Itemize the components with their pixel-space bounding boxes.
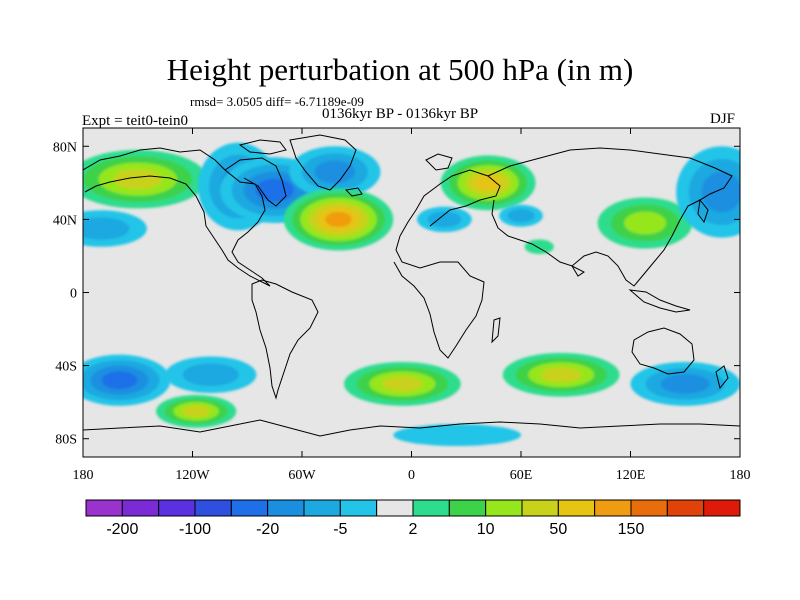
colorbar-label-1: -100 [179,521,211,538]
colorbar-box-16 [666,499,705,517]
x-tick-label-4: 60E [510,468,533,483]
anomaly-cell-16 [502,352,620,397]
anomaly-cell-5-band-5 [474,175,502,191]
x-tick-label-2: 60W [288,468,316,483]
anomaly-cell-17 [630,361,740,406]
y-tick-label-0: 80N [53,140,77,155]
colorbar-label-2: -20 [256,521,279,538]
colorbar-label-4: 2 [409,521,418,538]
anomaly-cell-0-band-4 [113,169,162,190]
coastlines [83,134,740,437]
anomaly-cell-4-band-6 [325,211,352,227]
colorbar-box-2 [158,499,196,517]
colorbar-label-3: -5 [333,521,347,538]
anomaly-cell-15 [343,361,461,406]
anomaly-cell-9-band-3 [624,211,667,235]
colorbar-label-0: -200 [106,521,138,538]
anomaly-cell-6-band-2 [427,211,462,228]
y-tick-label-3: 40S [55,360,77,375]
anomaly-cell-0 [83,149,208,209]
y-tick-label-4: 80S [55,433,77,448]
colorbar-box-1 [121,499,160,517]
anomaly-cell-6 [416,206,472,233]
colorbar-box-5 [267,499,305,517]
anomaly-cell-7-band-2 [507,208,535,223]
colorbar-box-6 [303,499,341,517]
anomaly-cell-11 [83,210,147,247]
colorbar-box-9 [412,499,450,517]
x-tick-label-1: 120W [175,468,210,483]
anomaly-cell-12-band-4 [101,371,138,390]
y-tick-label-2: 0 [70,287,77,302]
anomaly-cell-14 [156,394,237,428]
colorbar-label-7: 150 [618,521,645,538]
anomaly-cell-10-band-3 [701,171,740,213]
colorbar-box-13 [557,499,596,517]
colorbar-box-14 [594,499,632,517]
colorbar-box-15 [630,499,668,517]
anomaly-cell-9 [597,197,693,249]
colorbar: -200 -100 -20 -5 2 10 50 150 [85,499,741,538]
season-label: DJF [710,111,736,127]
anomaly-cell-13-band-2 [182,363,239,386]
colorbar-box-11 [485,499,523,517]
anomaly-cell-8 [524,239,554,255]
anomaly-cell-8-band-1 [524,239,554,255]
anomaly-cell-5 [440,155,536,211]
anomaly-cell-7 [499,204,543,227]
height-anomaly-field [83,142,740,447]
anomaly-cell-14-band-4 [182,405,211,418]
anomaly-cell-11-band-2 [83,217,130,240]
period-label: 0136kyr BP - 0136kyr BP [322,106,479,122]
colorbar-box-10 [448,499,487,517]
colorbar-box-12 [521,499,559,517]
x-tick-label-6: 180 [730,468,751,483]
colorbar-label-5: 10 [477,521,495,538]
rmsd-diff-stats: rmsd= 3.0505 diff= -6.71189e-09 [190,94,364,109]
anomaly-cell-4 [283,188,394,251]
map-title: Height perturbation at 500 hPa (in m) [166,52,634,87]
anomaly-cell-18-band-1 [393,424,521,447]
colorbar-box-8 [376,499,414,517]
latitude-axis: 80N 40N 0 40S 80S [53,140,740,448]
experiment-label: Expt = teit0-tein0 [82,113,188,129]
colorbar-label-6: 50 [549,521,567,538]
anomaly-cell-13 [165,356,257,394]
x-tick-label-5: 120E [616,468,646,483]
colorbar-box-4 [230,499,269,517]
anomaly-cell-17-band-3 [660,374,710,394]
x-tick-label-0: 180 [73,468,94,483]
anomaly-cell-18 [393,424,521,447]
colorbar-box-17 [703,499,741,517]
colorbar-box-7 [339,499,378,517]
anomaly-cell-3-band-3 [314,160,356,184]
anomaly-cell-15-band-4 [382,376,423,392]
colorbar-box-0 [85,499,123,517]
anomaly-cell-10 [676,146,740,238]
anomaly-cell-16-band-4 [540,367,582,383]
y-tick-label-1: 40N [53,213,77,228]
anomaly-cell-12 [83,354,171,406]
longitude-axis: 180 120W 60W 0 60E 120E 180 [73,128,751,483]
x-tick-label-3: 0 [408,468,415,483]
colorbar-box-3 [194,499,232,517]
